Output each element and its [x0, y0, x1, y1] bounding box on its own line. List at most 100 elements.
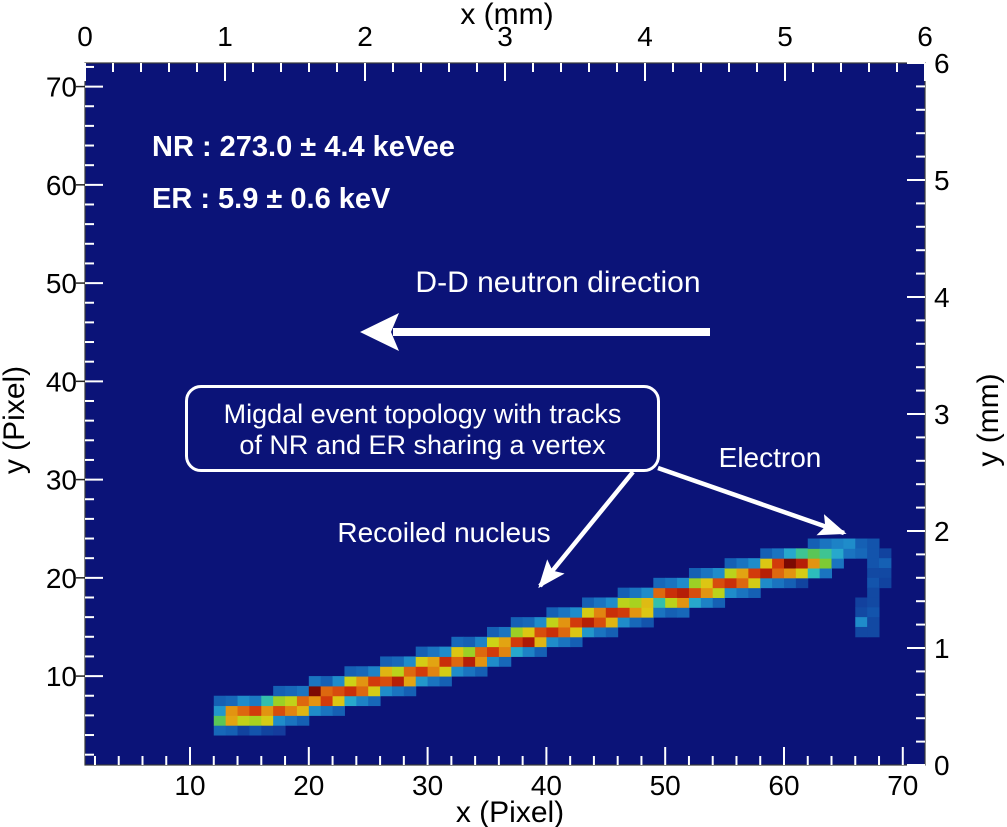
heatmap-cell	[546, 636, 559, 648]
heatmap-cell	[783, 568, 797, 579]
heatmap-cell	[760, 568, 773, 579]
tick-label-x-pixel: 40	[531, 770, 562, 801]
heatmap-cell	[867, 558, 880, 569]
heatmap-cell	[736, 577, 749, 589]
heatmap-cell	[783, 577, 797, 589]
heatmap-cell	[772, 568, 785, 579]
heatmap-cell	[308, 676, 322, 687]
heatmap-cell	[439, 666, 452, 677]
heatmap-cell	[593, 597, 607, 608]
heatmap-cell	[510, 626, 524, 638]
heatmap-cell	[273, 725, 286, 736]
heatmap-cell	[356, 685, 369, 697]
heatmap-cell	[487, 636, 500, 648]
heatmap-cell	[510, 617, 524, 628]
tick-label-x-mm: 4	[637, 21, 653, 52]
heatmap-cell	[617, 597, 631, 608]
heatmap-cell	[249, 705, 262, 716]
heatmap-cell	[593, 617, 607, 628]
heatmap-cell	[867, 607, 880, 618]
heatmap-cell	[867, 538, 880, 549]
heatmap-cell	[451, 656, 464, 667]
heatmap-cell	[296, 705, 310, 716]
heatmap-cell	[724, 568, 737, 579]
heatmap-cell	[522, 636, 536, 648]
tick-label-x-pixel: 70	[887, 770, 918, 801]
heatmap-cell	[522, 617, 536, 628]
heatmap-cell	[249, 695, 262, 707]
heatmap-cell	[403, 666, 417, 677]
heatmap-cell	[677, 587, 690, 598]
heatmap-cell	[487, 626, 500, 638]
tick-label-x-mm: 6	[917, 21, 933, 52]
heatmap-cell	[356, 676, 369, 687]
heatmap-cell	[795, 558, 809, 569]
heatmap-cell	[867, 568, 880, 579]
heatmap-cell	[308, 705, 322, 716]
heatmap-cell	[320, 676, 334, 687]
tick-label-x-pixel: 50	[650, 770, 681, 801]
heatmap-cell	[641, 597, 654, 608]
heatmap-cell	[510, 646, 524, 657]
heatmap-cell	[487, 656, 500, 667]
heatmap-cell	[475, 666, 488, 677]
heatmap-cell	[582, 597, 595, 608]
heatmap-cell	[546, 626, 559, 638]
heatmap-cell	[237, 705, 250, 716]
heatmap-cell	[285, 695, 298, 707]
heatmap-cell	[225, 715, 239, 726]
heatmap-cell	[867, 577, 880, 589]
heatmap-cell	[665, 587, 678, 598]
heatmap-cell	[415, 676, 429, 687]
heatmap-cell	[261, 695, 274, 707]
heatmap-cell	[700, 577, 714, 589]
heatmap-cell	[225, 725, 239, 736]
heatmap-cell	[582, 617, 595, 628]
y-pixel-axis-title: y (Pixel)	[0, 366, 31, 474]
heatmap-cell	[320, 695, 334, 707]
heatmap-cell	[795, 548, 809, 559]
heatmap-cell	[285, 685, 298, 697]
heatmap-cell	[760, 577, 773, 589]
neutron-direction-arrowhead	[360, 313, 399, 351]
heatmap-cell	[546, 607, 559, 618]
heatmap-cell	[415, 656, 429, 667]
heatmap-cell	[736, 587, 749, 598]
tick-label-x-mm: 1	[217, 21, 233, 52]
heatmap-cell	[593, 626, 607, 638]
heatmap-cell	[617, 607, 631, 618]
heatmap-cell	[273, 695, 286, 707]
neutron-direction-label: D-D neutron direction	[415, 266, 701, 299]
heatmap-cell	[296, 685, 310, 697]
x-mm-axis-title: x (mm)	[460, 0, 553, 31]
heatmap-cell	[855, 597, 868, 608]
heatmap-cell	[439, 646, 452, 657]
heatmap-cell	[273, 705, 286, 716]
heatmap-cell	[641, 587, 654, 598]
heatmap-cell	[344, 695, 357, 707]
heatmap-cell	[308, 695, 322, 707]
tick-label-y-pixel: 70	[46, 72, 77, 103]
heatmap-cell	[724, 558, 737, 569]
heatmap-cell	[855, 607, 868, 618]
heatmap-cell	[475, 656, 488, 667]
heatmap-cell	[831, 538, 844, 549]
heatmap-cell	[772, 548, 785, 559]
heatmap-cell	[712, 587, 726, 598]
heatmap-cell	[760, 558, 773, 569]
nr-energy-label: NR : 273.0 ± 4.4 keVee	[152, 131, 455, 163]
heatmap-cell	[677, 577, 690, 589]
heatmap-cell	[415, 666, 429, 677]
tick-label-y-mm: 5	[934, 165, 950, 196]
heatmap-cell	[570, 607, 583, 618]
heatmap-cell	[855, 626, 868, 638]
heatmap-cell	[285, 705, 298, 716]
heatmap-cell	[677, 597, 690, 608]
heatmap-cell	[451, 636, 464, 648]
heatmap-cell	[296, 715, 310, 726]
heatmap-cell	[807, 558, 821, 569]
er-energy-label: ER : 5.9 ± 0.6 keV	[152, 183, 391, 215]
tick-label-x-mm: 5	[777, 21, 793, 52]
heatmap-cell	[356, 695, 369, 707]
